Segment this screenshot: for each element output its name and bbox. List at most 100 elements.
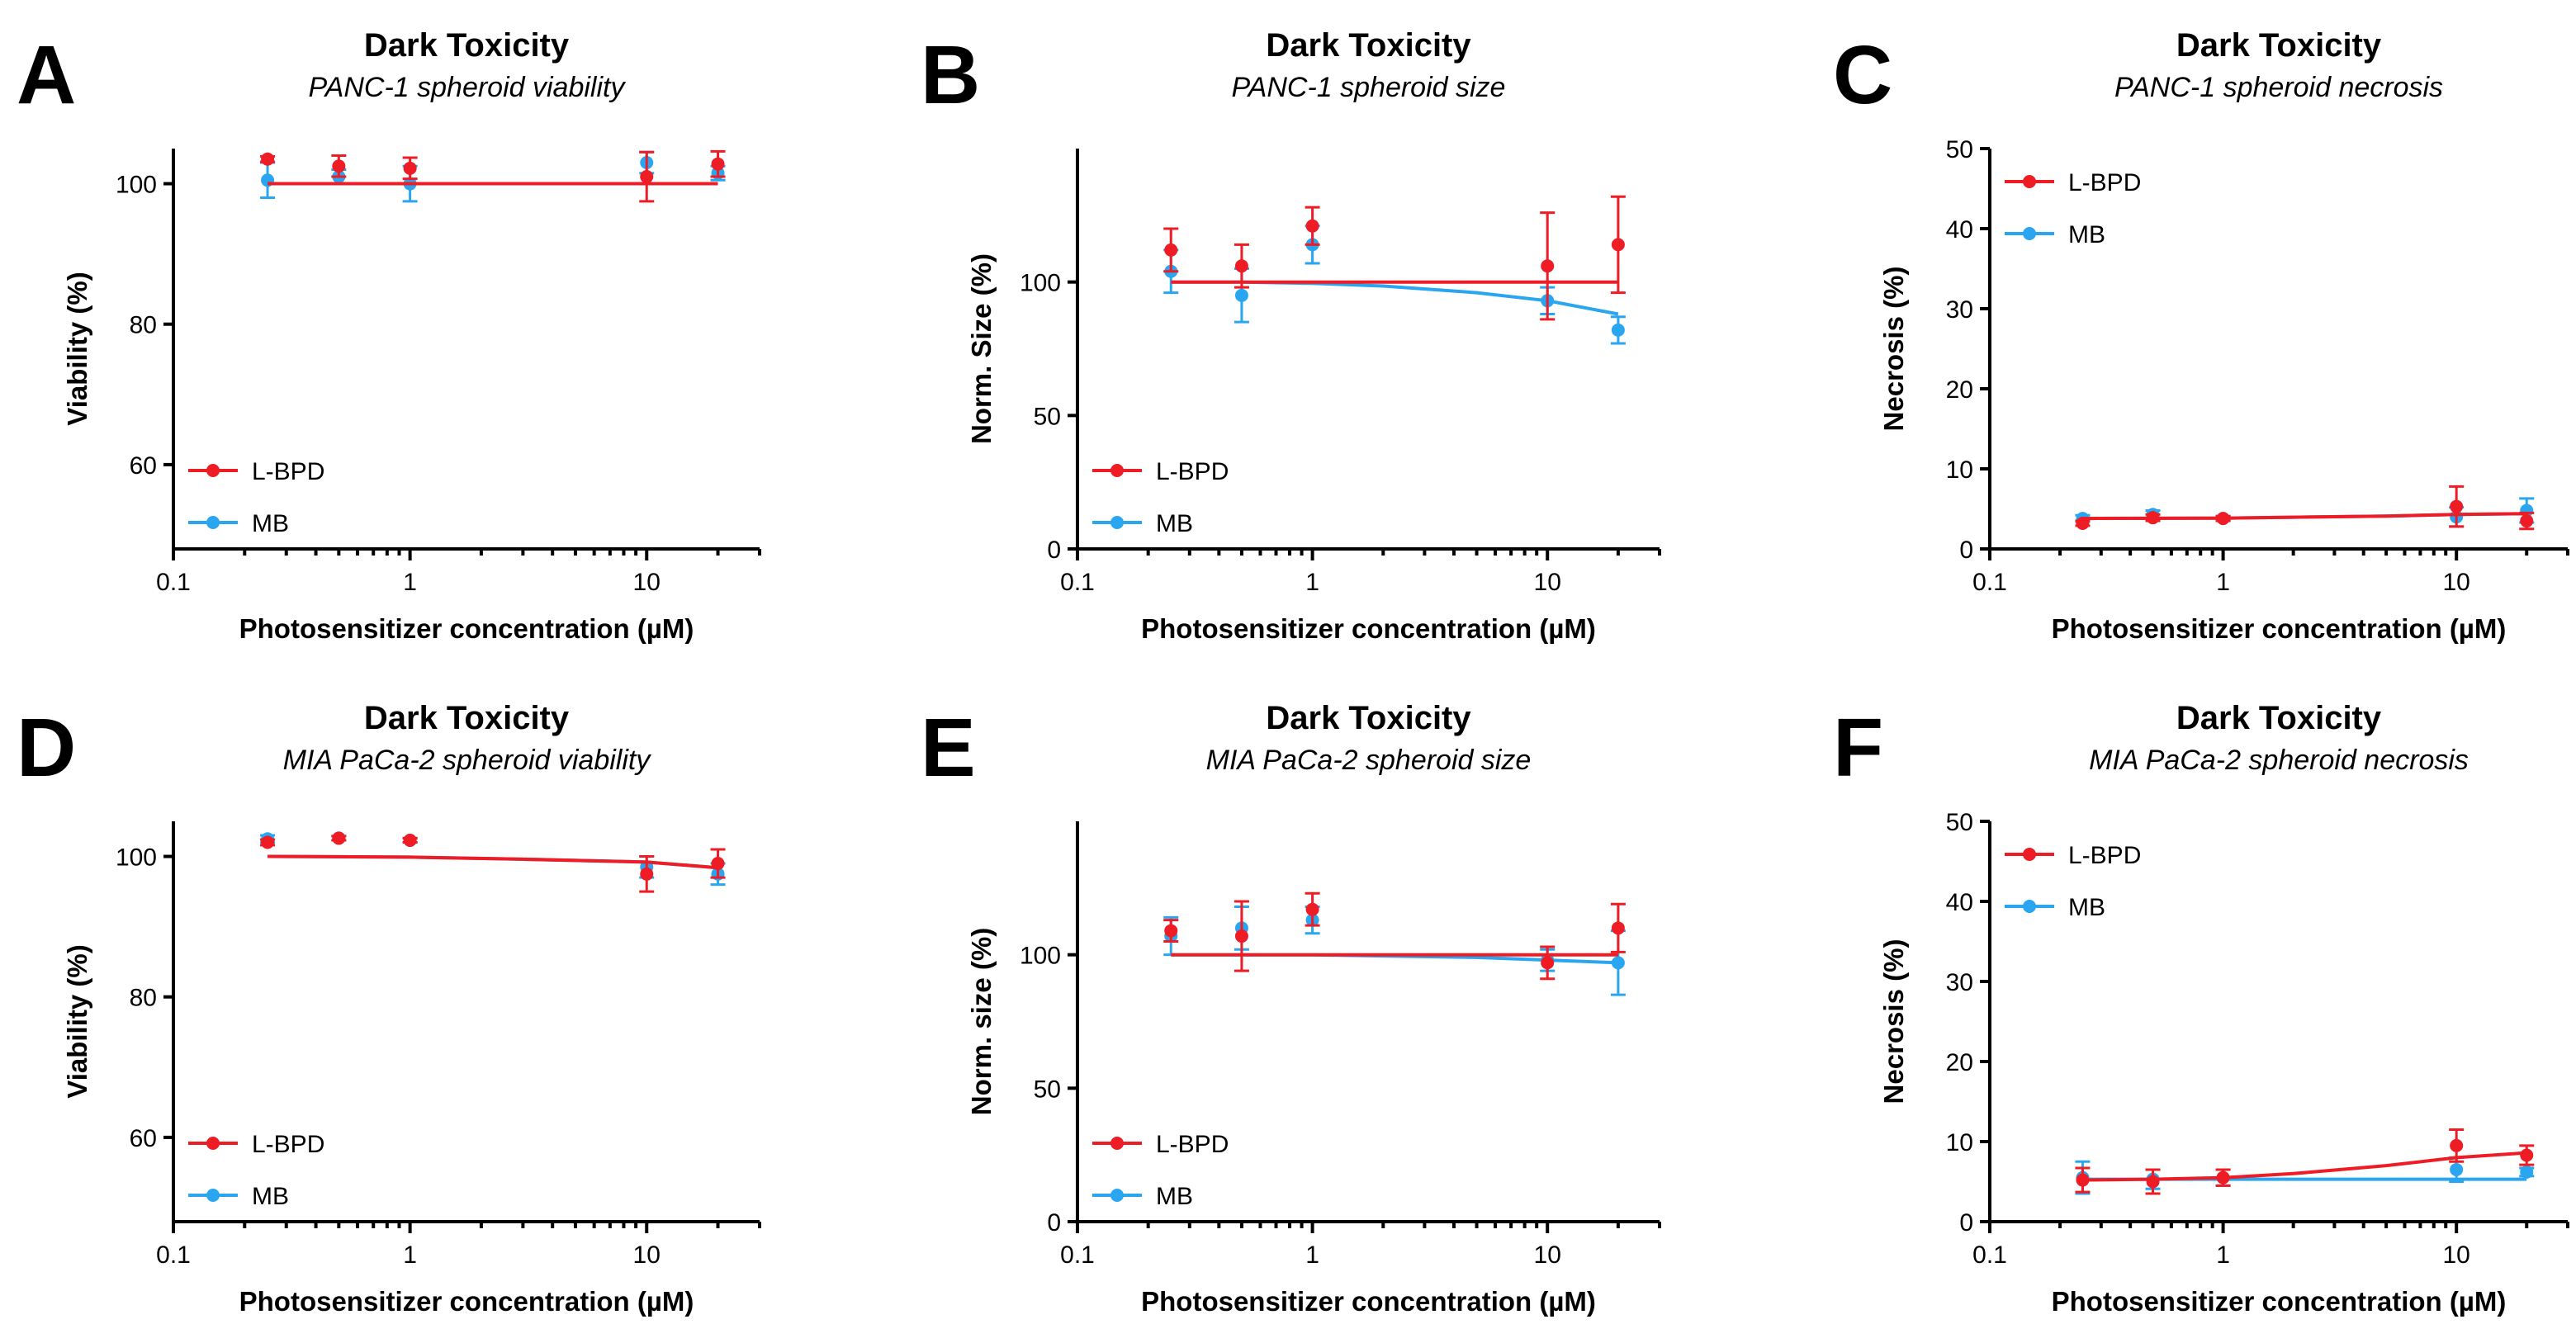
data-point <box>1611 921 1625 935</box>
y-tick-label: 10 <box>1946 1129 1973 1156</box>
data-point <box>2146 1175 2160 1189</box>
legend-marker <box>1110 1137 1124 1150</box>
data-point <box>2076 516 2090 530</box>
panel-letter: D <box>17 702 76 794</box>
series-mb <box>1163 905 1626 996</box>
x-tick-label: 10 <box>1534 1241 1561 1269</box>
legend-marker <box>2023 848 2036 861</box>
data-point <box>1234 929 1248 943</box>
data-point <box>2520 514 2534 528</box>
x-tick-label: 1 <box>403 569 417 596</box>
legend-item-lbpd: L-BPD <box>188 458 324 485</box>
legend-label: L-BPD <box>252 1131 324 1158</box>
data-point <box>2520 1148 2534 1162</box>
legend-marker <box>206 464 220 477</box>
y-tick-label: 100 <box>1020 943 1061 970</box>
x-axis-label: Photosensitizer concentration (µM) <box>2052 1286 2507 1317</box>
x-tick-label: 1 <box>2216 569 2230 596</box>
data-point <box>2450 499 2464 513</box>
data-point <box>332 159 346 173</box>
data-point <box>332 831 346 845</box>
data-point <box>1541 259 1555 273</box>
x-tick-label: 10 <box>633 1241 661 1269</box>
chart-title: Dark Toxicity <box>1266 700 1471 736</box>
legend-marker <box>1110 1189 1124 1202</box>
chart-title: Dark Toxicity <box>364 700 570 736</box>
chart-panel-d: D Dark Toxicity MIA PaCa-2 spheroid viabil… <box>17 700 761 1317</box>
x-tick-label: 0.1 <box>1060 569 1095 596</box>
y-tick-label: 100 <box>116 172 157 199</box>
data-point <box>2520 1165 2534 1179</box>
x-tick-label: 0.1 <box>156 1241 191 1269</box>
chart-panel-f: F Dark Toxicity MIA PaCa-2 spheroid necros… <box>1833 700 2569 1317</box>
legend-label: MB <box>1156 510 1193 537</box>
series-lbpd <box>2075 1128 2535 1195</box>
legend-marker <box>2023 227 2036 240</box>
series-lbpd <box>260 831 726 893</box>
chart-subtitle: PANC-1 spheroid viability <box>309 72 627 103</box>
y-tick-label: 100 <box>1020 270 1061 297</box>
data-point <box>1611 956 1625 970</box>
chart-panel-c: C Dark Toxicity PANC-1 spheroid necrosis 0 1… <box>1833 27 2569 644</box>
legend-marker <box>206 1189 220 1202</box>
y-tick-label: 30 <box>1946 969 1973 996</box>
series-lbpd <box>260 149 726 203</box>
y-axis-label: Necrosis (%) <box>1878 939 1909 1104</box>
legend-marker <box>206 1137 220 1150</box>
y-tick-label: 80 <box>130 985 157 1012</box>
legend-marker <box>2023 900 2036 913</box>
chart-title: Dark Toxicity <box>2176 700 2382 736</box>
panel-letter: C <box>1833 29 1892 121</box>
y-tick-label: 40 <box>1946 216 1973 244</box>
panel-letter: A <box>17 29 76 121</box>
legend-label: MB <box>1156 1183 1193 1210</box>
y-tick-label: 40 <box>1946 889 1973 916</box>
chart-title: Dark Toxicity <box>1266 27 1471 64</box>
data-point <box>403 833 417 847</box>
x-tick-label: 1 <box>2216 1241 2230 1269</box>
chart-title: Dark Toxicity <box>364 27 570 64</box>
data-point <box>2450 1162 2464 1176</box>
data-point <box>2216 512 2230 526</box>
chart-title: Dark Toxicity <box>2176 27 2382 64</box>
y-tick-label: 80 <box>130 312 157 339</box>
legend-label: MB <box>252 1183 289 1210</box>
data-point <box>711 857 725 871</box>
data-point <box>1611 238 1625 252</box>
x-tick-label: 0.1 <box>156 569 191 596</box>
data-point <box>1164 243 1178 257</box>
panel-letter: B <box>921 29 980 121</box>
panel-letter: F <box>1833 702 1883 794</box>
legend-item-mb: MB <box>2005 221 2105 248</box>
legend-marker <box>1110 464 1124 477</box>
y-tick-label: 60 <box>130 1125 157 1152</box>
series-mb <box>2075 1156 2535 1195</box>
legend-item-lbpd: L-BPD <box>2005 842 2141 869</box>
legend-item-mb: MB <box>2005 894 2105 921</box>
y-axis-label: Necrosis (%) <box>1878 267 1909 432</box>
data-point <box>1305 902 1319 916</box>
y-tick-label: 0 <box>1959 537 1973 564</box>
chart-subtitle: PANC-1 spheroid necrosis <box>2114 72 2443 103</box>
fit-line-lbpd <box>268 854 718 870</box>
y-axis-label: Viability (%) <box>62 272 92 425</box>
legend-item-mb: MB <box>188 1183 289 1210</box>
legend-item-mb: MB <box>188 510 289 537</box>
x-tick-label: 0.1 <box>1060 1241 1095 1269</box>
data-point <box>261 152 275 166</box>
y-tick-label: 0 <box>1047 537 1061 564</box>
x-tick-label: 1 <box>1305 569 1319 596</box>
y-tick-label: 20 <box>1946 376 1973 404</box>
data-point <box>1541 956 1555 970</box>
chart-subtitle: MIA PaCa-2 spheroid necrosis <box>2089 745 2469 776</box>
legend-item-lbpd: L-BPD <box>2005 169 2141 196</box>
data-point <box>2450 1138 2464 1152</box>
x-axis-label: Photosensitizer concentration (µM) <box>1141 1286 1596 1317</box>
x-tick-label: 1 <box>403 1241 417 1269</box>
x-axis-label: Photosensitizer concentration (µM) <box>239 613 694 644</box>
legend-item-lbpd: L-BPD <box>188 1131 324 1158</box>
data-point <box>261 835 275 849</box>
y-tick-label: 50 <box>1946 809 1973 836</box>
x-tick-label: 10 <box>2442 1241 2469 1269</box>
legend-label: MB <box>252 510 289 537</box>
